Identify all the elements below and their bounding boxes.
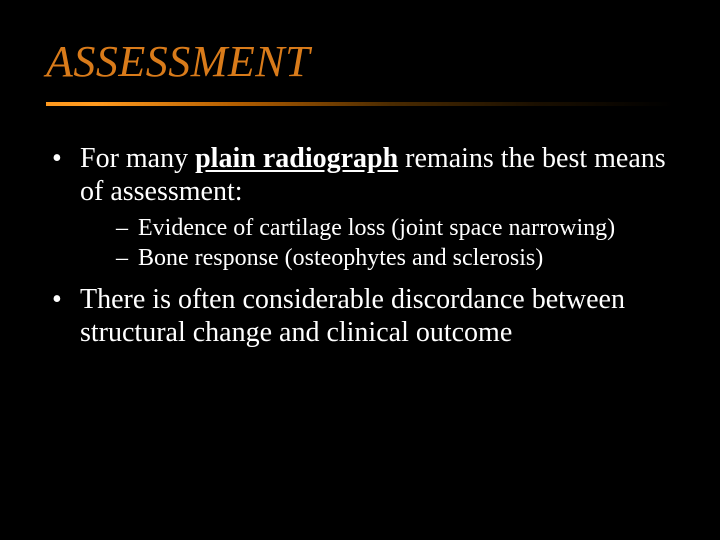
slide: ASSESSMENT For many plain radiograph rem… (0, 0, 720, 540)
bullet-list: For many plain radiograph remains the be… (46, 142, 674, 349)
bullet-item-1: For many plain radiograph remains the be… (46, 142, 674, 273)
bullet-item-2: There is often considerable discordance … (46, 283, 674, 349)
slide-title: ASSESSMENT (46, 30, 674, 87)
sub-bullet-2: Bone response (osteophytes and sclerosis… (116, 244, 674, 272)
title-underline (46, 102, 674, 106)
bullet-1-pre: For many (80, 143, 195, 174)
slide-body: For many plain radiograph remains the be… (46, 142, 674, 349)
sub-bullet-1: Evidence of cartilage loss (joint space … (116, 214, 674, 242)
sub-bullet-list: Evidence of cartilage loss (joint space … (80, 214, 674, 273)
bullet-1-emphasis: plain radiograph (195, 143, 398, 174)
